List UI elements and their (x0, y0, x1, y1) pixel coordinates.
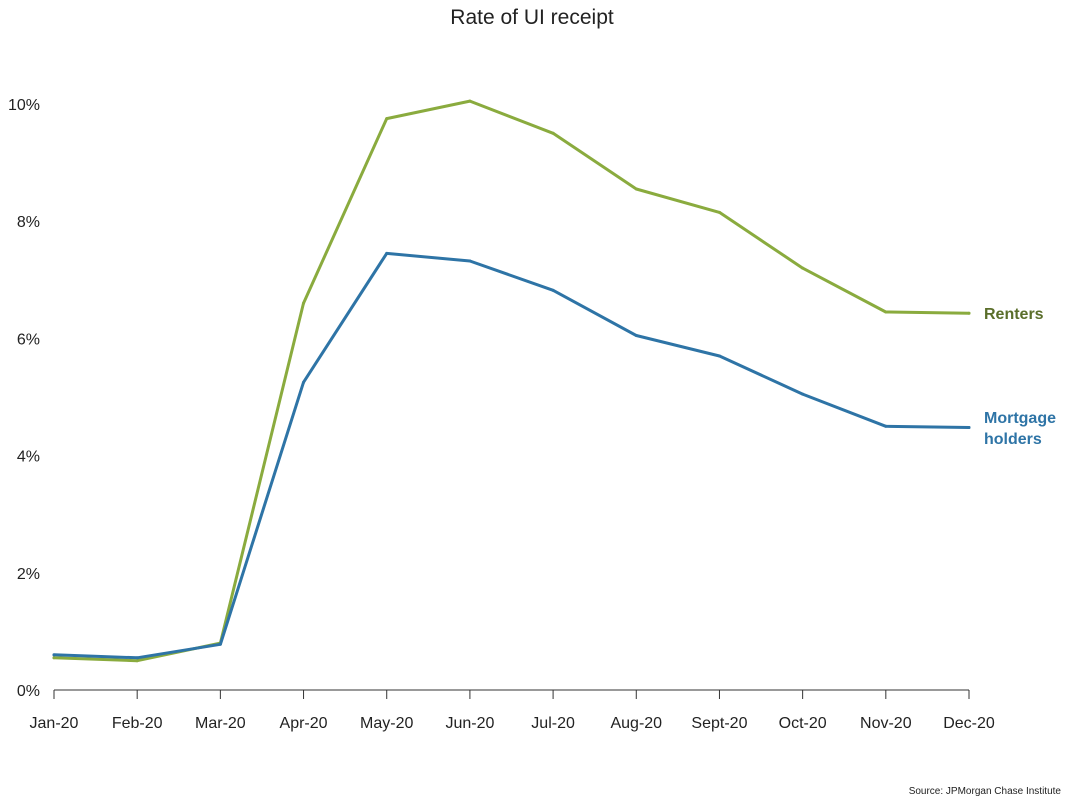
data-point (52, 656, 56, 660)
chart-title: Rate of UI receipt (450, 6, 614, 29)
x-tick-label: Mar-20 (195, 715, 246, 732)
y-tick-label: 0% (17, 683, 40, 700)
x-tick-label: Jan-20 (30, 715, 79, 732)
data-point (385, 251, 389, 255)
series-line-0 (52, 99, 971, 663)
data-point (468, 99, 472, 103)
x-tick-label: Jun-20 (445, 715, 494, 732)
x-tick-label: Jul-20 (531, 715, 575, 732)
data-point (801, 392, 805, 396)
source-note: Source: JPMorgan Chase Institute (909, 786, 1062, 797)
x-tick-label: Aug-20 (610, 715, 662, 732)
data-point (967, 311, 971, 315)
x-axis: Jan-20 Feb-20 Mar-20 Apr-20 May-20 Jun-20 Jul-… (30, 689, 995, 732)
y-tick-label: 4% (17, 449, 40, 466)
x-tick-label: Oct-20 (779, 715, 827, 732)
data-point (468, 259, 472, 263)
y-tick-label: 6% (17, 331, 40, 348)
series-lines (52, 99, 971, 663)
y-tick-label: 8% (17, 214, 40, 231)
series-labels: Renters Mortgage holders (984, 306, 1056, 448)
x-tick-label: May-20 (360, 715, 413, 732)
series-label: Mortgage (984, 410, 1056, 427)
y-axis: 0% 2% 4% 6% 8% 10% (8, 97, 40, 700)
x-tick-label: Dec-20 (943, 715, 995, 732)
data-point (302, 301, 306, 305)
x-tick-label: Feb-20 (112, 715, 163, 732)
data-point (52, 653, 56, 657)
data-point (717, 354, 721, 358)
y-tick-label: 10% (8, 97, 40, 114)
data-point (801, 266, 805, 270)
series-label: Renters (984, 306, 1044, 323)
series-line-1 (52, 251, 971, 660)
series-label: holders (984, 431, 1042, 448)
y-tick-label: 2% (17, 566, 40, 583)
data-point (135, 659, 139, 663)
data-point (551, 288, 555, 292)
data-point (135, 656, 139, 660)
data-point (302, 380, 306, 384)
data-point (218, 642, 222, 646)
data-point (717, 210, 721, 214)
data-point (385, 117, 389, 121)
data-point (884, 310, 888, 314)
data-point (884, 424, 888, 428)
x-tick-label: Apr-20 (280, 715, 328, 732)
data-point (634, 333, 638, 337)
x-tick-label: Nov-20 (860, 715, 912, 732)
data-point (634, 187, 638, 191)
x-tick-label: Sept-20 (691, 715, 747, 732)
data-point (551, 131, 555, 135)
data-point (967, 425, 971, 429)
